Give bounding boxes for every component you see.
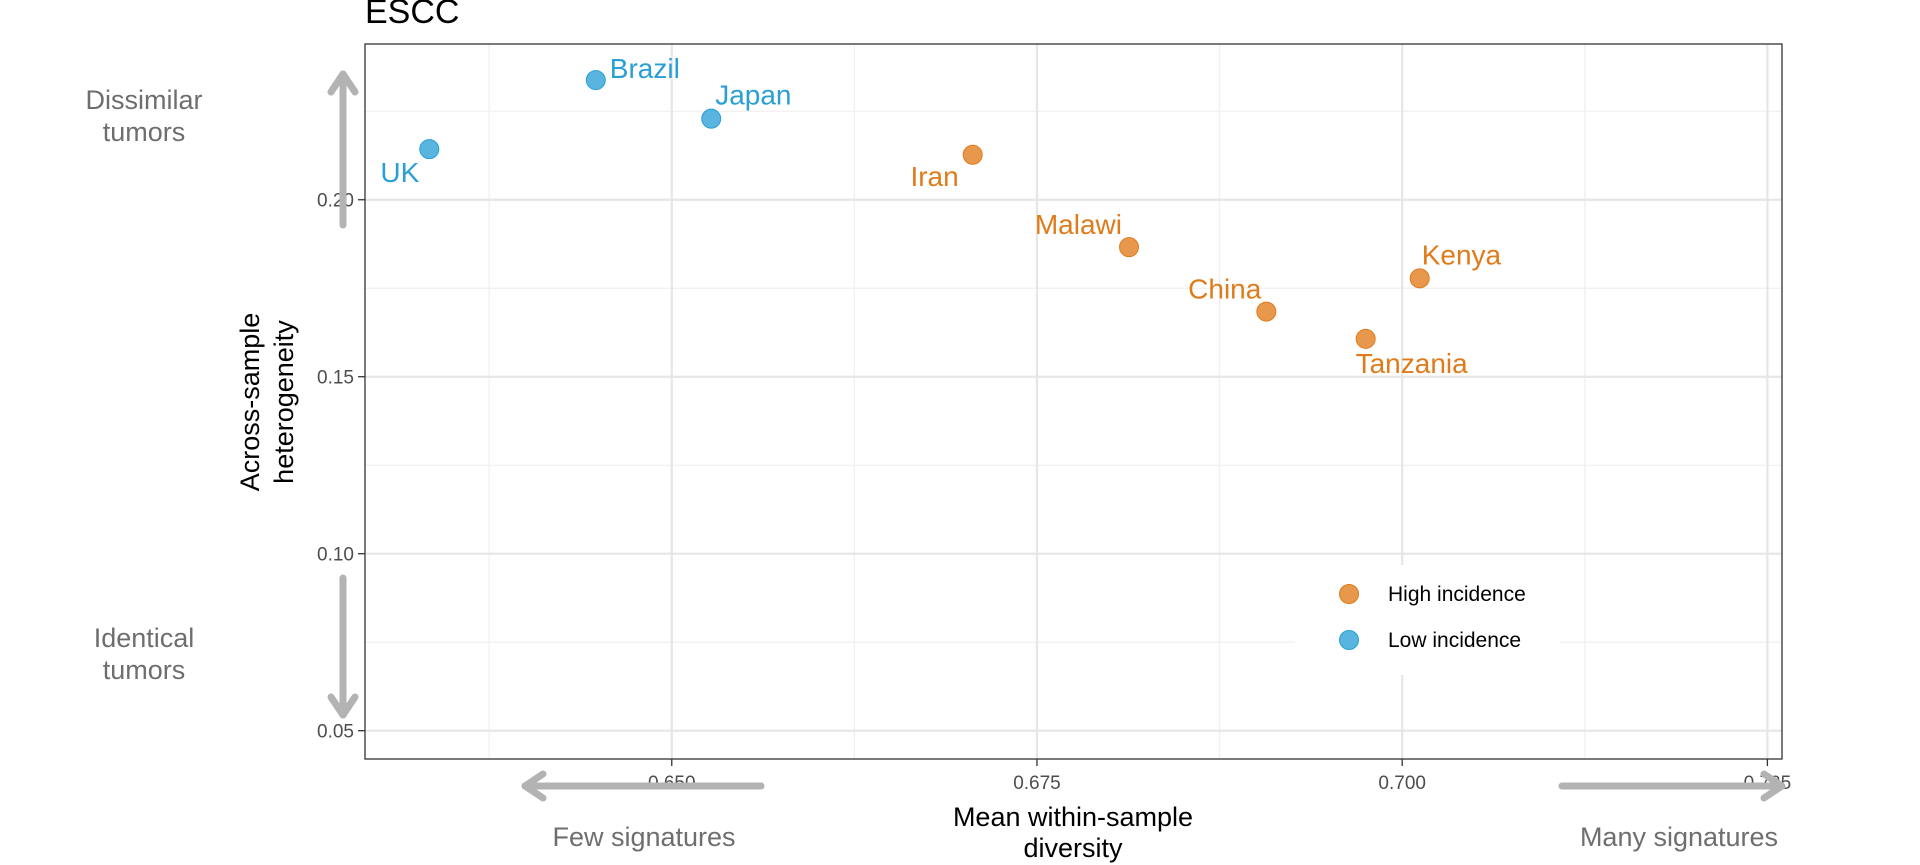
legend-key	[1339, 630, 1359, 650]
data-point	[1409, 268, 1430, 289]
arrow-right-icon	[1558, 770, 1786, 802]
x-tick-label: 0.675	[1013, 773, 1061, 794]
grid	[365, 44, 1782, 759]
legend-items: High incidence Low incidence	[1339, 583, 1526, 652]
annotation-identical-line1: Identical	[94, 623, 195, 653]
data-point	[1355, 328, 1376, 349]
data-label: Japan	[715, 80, 791, 111]
data-label: UK	[380, 157, 419, 188]
data-point	[962, 144, 983, 165]
data-point	[419, 139, 440, 160]
legend	[1295, 565, 1560, 675]
annotation-dissimilar-line1: Dissimilar	[86, 85, 203, 115]
data-point	[1256, 301, 1277, 322]
x-axis-title-line2: diversity	[1023, 833, 1123, 863]
data-label: China	[1188, 274, 1262, 305]
plot-border	[364, 43, 1783, 760]
data-point	[701, 108, 722, 129]
data-points	[419, 70, 1430, 349]
annotation-many-signatures: Many signatures	[1580, 822, 1778, 852]
annotation-identical-line2: tumors	[103, 655, 186, 685]
y-tick-label: 0.05	[317, 722, 354, 743]
data-point	[585, 70, 606, 91]
data-label: Tanzania	[1356, 348, 1469, 379]
legend-key	[1339, 584, 1359, 604]
chart-title: ESCC	[365, 0, 459, 31]
annotation-dissimilar-line2: tumors	[103, 117, 186, 147]
x-axis-title-line1: Mean within-sample	[953, 802, 1193, 832]
legend-label: High incidence	[1388, 583, 1526, 606]
arrow-down-icon	[327, 574, 359, 719]
plot-background	[365, 44, 1782, 759]
y-axis-title-line2: heterogeneity	[269, 320, 299, 484]
data-point	[1119, 237, 1140, 258]
legend-background	[1295, 565, 1560, 675]
y-tick-label: 0.20	[317, 191, 354, 212]
data-label: Kenya	[1422, 239, 1502, 270]
data-label: Malawi	[1035, 209, 1122, 240]
y-tick-label: 0.10	[317, 545, 354, 566]
y-tick-label: 0.15	[317, 368, 354, 389]
annotation-few-signatures: Few signatures	[552, 822, 735, 852]
data-label: Iran	[910, 161, 958, 192]
arrow-up-icon	[327, 70, 359, 229]
legend-label: Low incidence	[1388, 629, 1521, 652]
data-label: Brazil	[610, 53, 680, 84]
x-tick-label: 0.700	[1378, 773, 1426, 794]
arrow-left-icon	[521, 770, 765, 802]
data-labels: Iran Malawi China Tanzania Kenya UK Brazil Japa…	[380, 53, 1501, 379]
y-axis: 0.05 0.10 0.15 0.20	[317, 191, 365, 743]
y-axis-title-line1: Across-sample	[235, 313, 265, 492]
